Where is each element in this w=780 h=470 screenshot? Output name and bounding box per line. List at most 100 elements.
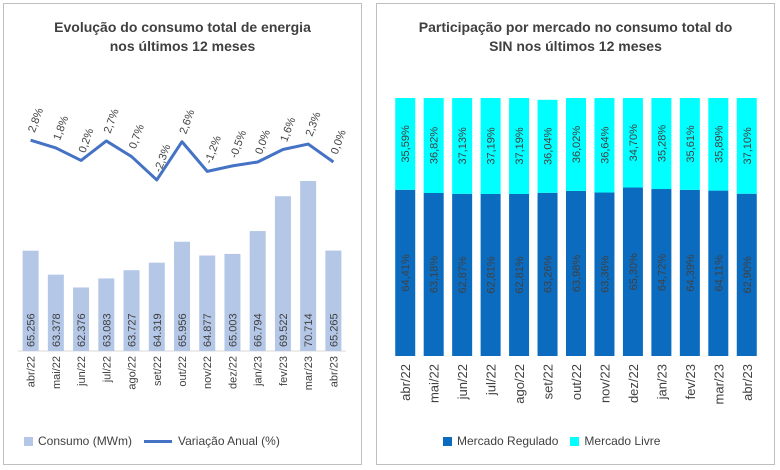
- consumption-bar: [73, 287, 90, 351]
- legend-label-livre: Mercado Livre: [584, 434, 661, 448]
- market-title-line-1: Participação por mercado no consumo tota…: [418, 19, 733, 35]
- livre-bar: [509, 98, 530, 194]
- legend-swatch-regulado: [443, 436, 452, 446]
- market-share-chart-plot: 64,41% 35,59% abr/22 63,18% 36,82% mai/22 62,8…: [395, 98, 757, 404]
- consumption-bar: [249, 231, 266, 351]
- consumption-bar-label: 70.714: [303, 313, 315, 347]
- legend-label-variacao: Variação Anual (%): [178, 434, 280, 448]
- regulado-bar: [736, 193, 757, 356]
- consumption-x-tick-label: abr/23: [328, 356, 340, 387]
- consumption-bar: [98, 278, 115, 351]
- variation-point-label: 1,8%: [51, 114, 71, 142]
- regulado-bar: [452, 193, 473, 356]
- consumption-bar: [174, 241, 190, 351]
- market-x-tick-label: ago/22: [512, 364, 527, 404]
- market-x-tick-label: mar/23: [711, 364, 726, 404]
- livre-bar: [480, 98, 501, 194]
- livre-bar: [622, 98, 643, 188]
- livre-bar-label: 35,59%: [400, 125, 412, 163]
- regulado-bar: [537, 192, 558, 356]
- consumption-chart-title: Evolução do consumo total de energia nos…: [4, 18, 361, 56]
- consumption-bar-label: 66.794: [253, 313, 265, 347]
- livre-bar: [651, 98, 672, 190]
- regulado-bar-label: 65,30%: [628, 253, 640, 291]
- market-share-chart-panel: Participação por mercado no consumo tota…: [376, 3, 775, 465]
- consumption-x-tick-label: jun/22: [76, 356, 88, 387]
- livre-bar: [679, 98, 700, 190]
- legend-label-consumo: Consumo (MWm): [38, 434, 133, 448]
- consumption-bar-label: 65.265: [328, 313, 340, 347]
- livre-bar-label: 36,04%: [543, 127, 555, 165]
- livre-bar-label: 34,70%: [628, 124, 640, 162]
- livre-bar: [736, 98, 757, 194]
- consumption-x-tick-label: ago/22: [127, 356, 139, 390]
- consumption-bar-label: 62.376: [76, 313, 88, 347]
- consumption-bar-label: 69.522: [278, 313, 290, 347]
- livre-bar-label: 37,19%: [514, 127, 526, 165]
- regulado-bar: [679, 189, 700, 356]
- market-x-tick-label: out/22: [569, 364, 584, 400]
- regulado-bar-label: 62,81%: [514, 256, 526, 294]
- regulado-bar: [622, 187, 643, 356]
- consumption-bar: [22, 250, 39, 351]
- market-x-tick-label: dez/22: [626, 364, 641, 403]
- regulado-bar-label: 63,26%: [543, 256, 555, 294]
- regulado-bar-label: 62,87%: [457, 256, 469, 294]
- variation-point-label: 2,3%: [304, 110, 324, 138]
- market-x-tick-label: jul/22: [484, 364, 499, 396]
- regulado-bar-label: 64,41%: [400, 254, 412, 292]
- legend-item-consumo: Consumo (MWm): [24, 434, 132, 448]
- variation-point-label: 0,0%: [253, 128, 273, 156]
- consumption-bar: [47, 274, 64, 351]
- variation-point-label: 1,6%: [278, 116, 298, 144]
- livre-bar: [537, 99, 558, 193]
- market-title-line-2: SIN nos últimos 12 meses: [489, 38, 662, 54]
- livre-bar-label: 35,89%: [713, 125, 725, 163]
- legend-item-livre: Mercado Livre: [570, 434, 660, 448]
- livre-bar: [452, 98, 473, 194]
- consumption-x-tick-label: abr/22: [26, 356, 38, 387]
- regulado-bar: [594, 192, 615, 356]
- regulado-bar-label: 63,36%: [599, 255, 611, 293]
- consumption-bar: [199, 255, 216, 351]
- regulado-bar-label: 62,90%: [742, 256, 754, 294]
- livre-bar: [395, 98, 416, 190]
- consumption-x-tick-label: fev/23: [278, 356, 290, 386]
- market-x-tick-label: nov/22: [597, 364, 612, 403]
- variation-point-label: 2,6%: [178, 108, 198, 136]
- livre-bar-label: 37,19%: [486, 127, 498, 165]
- livre-bar-label: 37,10%: [742, 127, 754, 165]
- regulado-bar-label: 64,11%: [713, 255, 725, 292]
- consumption-chart-panel: Evolução do consumo total de energia nos…: [3, 3, 362, 465]
- market-share-legend: Mercado Regulado Mercado Livre: [443, 434, 672, 448]
- livre-bar-label: 36,64%: [599, 126, 611, 164]
- legend-item-regulado: Mercado Regulado: [443, 434, 558, 448]
- consumption-bar: [300, 181, 317, 351]
- consumption-x-tick-label: mai/22: [51, 356, 63, 389]
- consumption-bar: [148, 262, 165, 351]
- consumption-bar-label: 63.727: [127, 313, 139, 347]
- variation-point-label: 2,7%: [102, 107, 122, 135]
- consumption-x-tick-label: out/22: [177, 356, 189, 387]
- consumption-x-tick-label: jan/23: [253, 356, 265, 387]
- livre-bar-label: 35,28%: [656, 125, 668, 163]
- legend-line-variacao: [144, 439, 173, 443]
- consumption-bar: [325, 250, 342, 351]
- market-x-tick-label: mai/22: [427, 364, 442, 403]
- consumption-bar: [274, 196, 291, 351]
- regulado-bar: [480, 193, 501, 356]
- regulado-bar: [423, 192, 444, 356]
- consumption-chart-plot: 65.256 abr/22 63.378 mai/22 62.376 jun/22 63.0…: [18, 106, 349, 390]
- variation-point-label: -0,5%: [228, 129, 249, 160]
- consumption-x-tick-label: nov/22: [202, 356, 214, 389]
- consumption-bar-label: 63.378: [51, 313, 63, 347]
- variation-point-label: 2,8%: [26, 106, 46, 134]
- legend-swatch-consumo: [24, 436, 33, 446]
- variation-point-label: 0,0%: [329, 128, 349, 156]
- consumption-bar-label: 65.956: [177, 313, 189, 347]
- consumption-x-tick-label: dez/22: [227, 356, 239, 389]
- consumption-x-tick-label: set/22: [152, 356, 164, 386]
- regulado-bar-label: 64,39%: [685, 254, 697, 292]
- consumption-bar-label: 64.877: [202, 313, 214, 347]
- regulado-bar-label: 63,98%: [571, 255, 583, 293]
